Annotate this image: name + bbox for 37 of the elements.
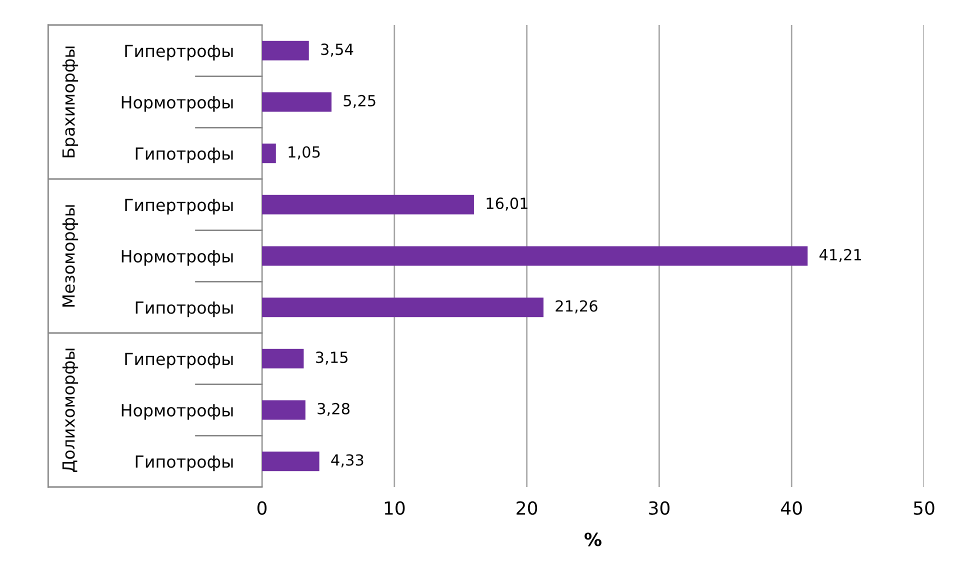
y-tick-label: Нормотрофы [122, 250, 233, 266]
data-label: 3,54 [321, 44, 354, 57]
x-tick-label: 0 [257, 501, 267, 515]
y-tick-label: Гипертрофы [125, 352, 233, 368]
x-tick-label: 20 [516, 501, 538, 515]
bar [262, 40, 309, 60]
x-tick-label: 30 [649, 501, 670, 515]
y-tick-label: Гипотрофы [136, 148, 233, 164]
data-label: 41,21 [819, 248, 862, 262]
y-tick-label: Гипотрофы [136, 302, 233, 318]
text: Долихоморфы [62, 348, 78, 472]
x-tick-label: 10 [384, 501, 405, 515]
y-tick-label: Гипотрофы [136, 456, 233, 472]
bar [262, 452, 320, 472]
data-label: 3,15 [316, 352, 348, 365]
y-tick-label: Нормотрофы [122, 404, 233, 420]
bar [262, 400, 306, 420]
bar [262, 298, 544, 318]
data-label: 4,33 [331, 454, 364, 468]
bar [262, 92, 332, 112]
data-label: 1,05 [288, 146, 320, 160]
y-tick-label: Нормотрофы [122, 96, 233, 112]
data-label: 3,28 [318, 402, 350, 416]
bar [262, 348, 304, 368]
y-tick-label: Гипертрофы [125, 44, 233, 60]
x-tick-label: 50 [914, 501, 934, 515]
y-tick-label: Гипертрофы [125, 198, 233, 214]
bar [262, 194, 474, 214]
bar [262, 144, 276, 164]
x-axis-title: % [584, 532, 602, 546]
data-label: 16,01 [486, 198, 528, 211]
text: Брахиморфы [62, 46, 78, 158]
data-label: 21,26 [556, 300, 598, 314]
bar [262, 246, 808, 266]
text: Мезоморфы [62, 205, 78, 307]
data-label: 5,25 [344, 94, 376, 108]
x-tick-label: 40 [780, 501, 802, 515]
